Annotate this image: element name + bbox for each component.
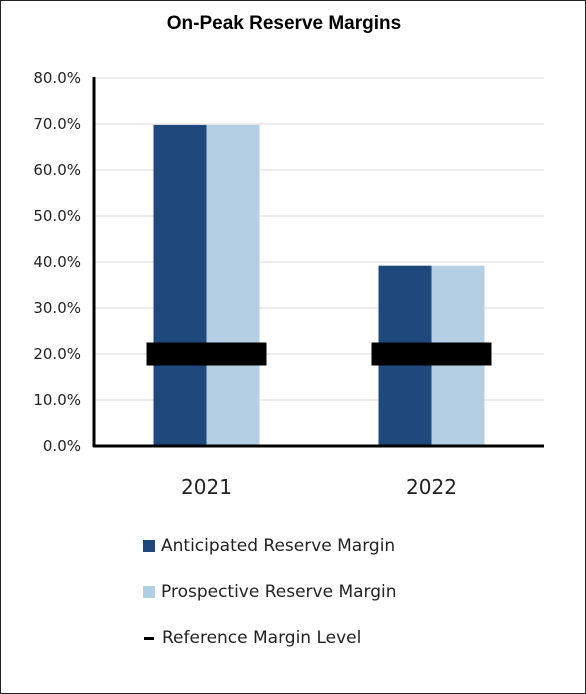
legend-swatch-anticipated [143, 540, 155, 552]
legend-item-prospective: Prospective Reserve Margin [143, 569, 397, 615]
reference-marker-2021 [146, 342, 267, 366]
y-tick-label: 30.0% [33, 299, 81, 317]
chart-title: On-Peak Reserve Margins [167, 13, 401, 34]
y-tick-label: 60.0% [33, 161, 81, 179]
bar-anticipated-2021 [153, 124, 207, 447]
y-tick-label: 80.0% [33, 69, 81, 87]
y-tick-label: 0.0% [43, 437, 81, 455]
legend-label-anticipated: Anticipated Reserve Margin [161, 536, 396, 556]
legend-item-anticipated: Anticipated Reserve Margin [143, 523, 397, 569]
y-tick-label: 40.0% [33, 253, 81, 271]
y-axis-ticks: 0.0% 10.0% 20.0% 30.0% 40.0% 50.0% 60.0% 70.0% 8… [33, 69, 81, 455]
legend-label-prospective: Prospective Reserve Margin [161, 582, 397, 602]
y-tick-label: 70.0% [33, 115, 81, 133]
y-tick-label: 20.0% [33, 345, 81, 363]
legend: Anticipated Reserve Margin Prospective R… [143, 523, 397, 661]
legend-item-reference: Reference Margin Level [143, 615, 397, 661]
y-tick-label: 10.0% [33, 391, 81, 409]
x-category-label: 2021 [181, 475, 232, 499]
legend-swatch-reference [144, 636, 154, 640]
bar-prospective-2021 [206, 124, 260, 447]
x-axis-categories: 2021 2022 [181, 475, 457, 499]
legend-swatch-prospective [143, 586, 155, 598]
x-category-label: 2022 [406, 475, 457, 499]
y-tick-label: 50.0% [33, 207, 81, 225]
reference-marker-2022 [371, 342, 492, 366]
bars [153, 124, 485, 447]
reference-markers [146, 342, 492, 366]
legend-label-reference: Reference Margin Level [162, 628, 362, 648]
